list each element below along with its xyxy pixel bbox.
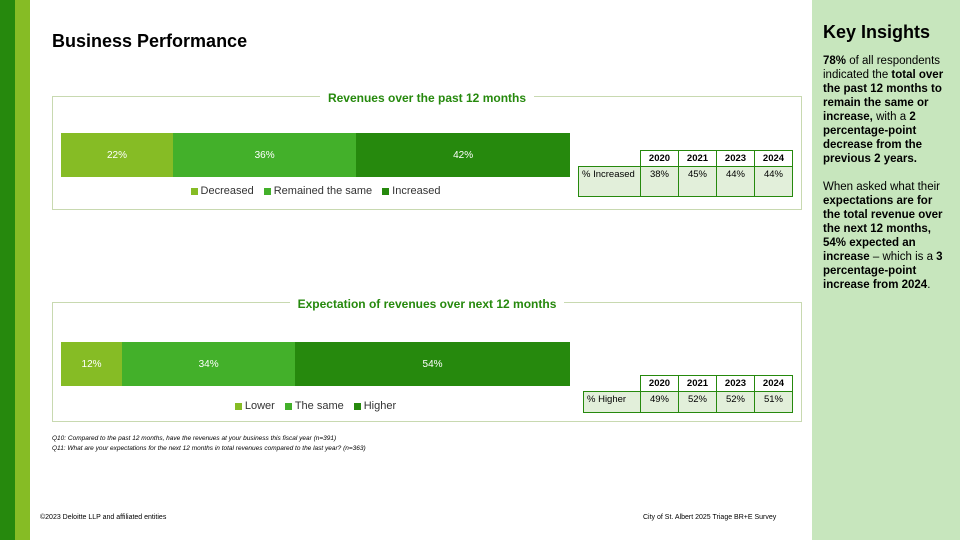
bar-segment-lower: 12% (61, 342, 123, 386)
insight-paragraph-2: When asked what their expectations are f… (823, 180, 950, 292)
table-cell: 52% (678, 391, 717, 413)
survey-name: City of St. Albert 2025 Triage BR+E Surv… (643, 514, 777, 521)
data-label: 36% (254, 149, 275, 161)
chart-title-past: Revenues over the past 12 months (319, 91, 535, 105)
insight-text-run: total over the past 12 months to remain … (823, 69, 944, 123)
chart-title-expected: Expectation of revenues over next 12 mon… (289, 297, 565, 311)
legend-swatch (382, 187, 390, 195)
legend-swatch (284, 402, 292, 410)
legend-entry: The same (284, 400, 344, 412)
table-cell: 52% (716, 391, 755, 413)
insight-text-run: . (927, 279, 931, 291)
legend-label: Lower (244, 400, 275, 412)
legend-entry: Higher (353, 400, 397, 412)
legend-entry: Remained the same (263, 185, 373, 197)
bar-segment-the-same: 34% (122, 342, 296, 386)
legend-entry: Decreased (190, 185, 254, 197)
page-title: Business Performance (52, 31, 248, 51)
insight-text-run: 2 percentage-point decrease from the pre… (823, 111, 923, 165)
legend-label: Decreased (200, 185, 254, 197)
year-header: 2021 (678, 150, 717, 167)
insight-text-run: with a (872, 111, 910, 123)
legend-swatch (190, 187, 198, 195)
year-header: 2020 (640, 375, 679, 392)
row-label: % Higher (583, 391, 641, 413)
data-label: 22% (106, 149, 127, 161)
year-header: 2023 (716, 150, 755, 167)
insight-text-run: of all respondents indicated the (823, 55, 941, 81)
legend-label: Higher (363, 400, 397, 412)
year-header: 2021 (678, 375, 717, 392)
table-cell: 51% (754, 391, 793, 413)
insight-text-run: 3 percentage-point increase from 2024 (823, 251, 943, 291)
bar-segment-higher: 54% (295, 342, 570, 386)
data-label: 54% (422, 358, 443, 370)
past-revenue-stacked-bar: 22% 36% 42% (61, 133, 570, 177)
insight-paragraph-1: 78% of all respondents indicated the tot… (823, 54, 950, 166)
copyright: ©2023 Deloitte LLP and affiliated entiti… (40, 514, 167, 521)
year-header: 2020 (640, 150, 679, 167)
legend-swatch (263, 187, 271, 195)
year-header: 2023 (716, 375, 755, 392)
year-header: 2024 (754, 375, 793, 392)
expected-revenue-panel: Expectation of revenues over next 12 mon… (52, 297, 802, 422)
data-label: 42% (453, 149, 474, 161)
accent-stripe-dark (0, 0, 15, 540)
footnote: Q10: Compared to the past 12 months, hav… (52, 435, 337, 442)
accent-stripe-light (15, 0, 30, 540)
expected-revenue-stacked-bar: 12% 34% 54% (61, 342, 570, 386)
data-label: 12% (81, 358, 102, 370)
past-revenue-legend: Decreased Remained the same Increased (61, 185, 570, 197)
insight-text-run: When asked what their (823, 181, 940, 193)
legend-label: Increased (392, 185, 441, 197)
key-insights-panel: Key Insights 78% of all respondents indi… (812, 0, 960, 540)
legend-label: Remained the same (273, 185, 373, 197)
legend-swatch (353, 402, 361, 410)
insights-title: Key Insights (823, 22, 931, 42)
data-label: 34% (198, 358, 219, 370)
footnote: Q11: What are your expectations for the … (52, 445, 366, 452)
bar-segment-remained-the-same: 36% (172, 133, 357, 177)
table-cell: 38% (640, 166, 679, 197)
legend-entry: Lower (234, 400, 275, 412)
year-header: 2024 (754, 150, 793, 167)
table-cell: 44% (754, 166, 793, 197)
footnotes: Q10: Compared to the past 12 months, hav… (52, 434, 366, 454)
legend-entry: Increased (382, 185, 440, 197)
table-cell: 49% (640, 391, 679, 413)
bar-segment-increased: 42% (356, 133, 570, 177)
past-history-table: 2020 2021 2023 2024 % Increased 38% 45% … (578, 150, 793, 197)
expected-revenue-legend: Lower The same Higher (61, 400, 570, 412)
future-history-table: 2020 2021 2023 2024 % Higher 49% 52% 52%… (583, 375, 793, 413)
row-label: % Increased (578, 166, 641, 197)
bar-segment-decreased: 22% (61, 133, 173, 177)
legend-swatch (234, 402, 242, 410)
insight-text-run: expectations are for the total revenue o… (823, 195, 943, 263)
insight-text-run: 78% (823, 55, 847, 67)
table-cell: 45% (678, 166, 717, 197)
insight-text-run: – which is a (869, 251, 937, 263)
past-revenue-panel: Revenues over the past 12 months (52, 91, 802, 210)
legend-label: The same (294, 400, 344, 412)
table-cell: 44% (716, 166, 755, 197)
